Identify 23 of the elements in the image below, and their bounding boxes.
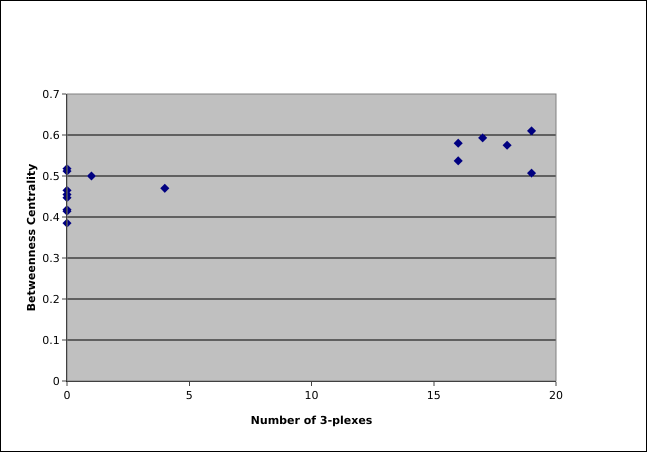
- point: [527, 126, 536, 136]
- point: [527, 168, 536, 178]
- y-tick-label: 0.6: [42, 128, 60, 142]
- point: [502, 140, 512, 150]
- point: [478, 133, 488, 142]
- y-axis-title: Betweenness Centrality: [25, 164, 38, 312]
- x-tick-label: 20: [549, 389, 563, 402]
- y-tick-label: 0.7: [42, 88, 60, 101]
- x-tick-label: 15: [426, 389, 441, 402]
- x-axis-title: Number of 3-plexes: [250, 414, 373, 427]
- x-tick-label: 10: [304, 389, 318, 402]
- point: [160, 184, 170, 193]
- point: [454, 156, 463, 166]
- point: [86, 171, 96, 181]
- y-tick-label: 0.2: [42, 292, 60, 306]
- y-tick-label: 0.4: [42, 210, 60, 224]
- point: [454, 138, 463, 148]
- y-tick-label: 0: [52, 374, 60, 388]
- x-tick-label: 0: [64, 389, 70, 402]
- x-tick-label: 5: [186, 389, 193, 402]
- y-tick-label: 0.5: [42, 170, 60, 183]
- y-tick-label: 0.3: [42, 252, 60, 265]
- y-tick-label: 0.1: [42, 334, 60, 347]
